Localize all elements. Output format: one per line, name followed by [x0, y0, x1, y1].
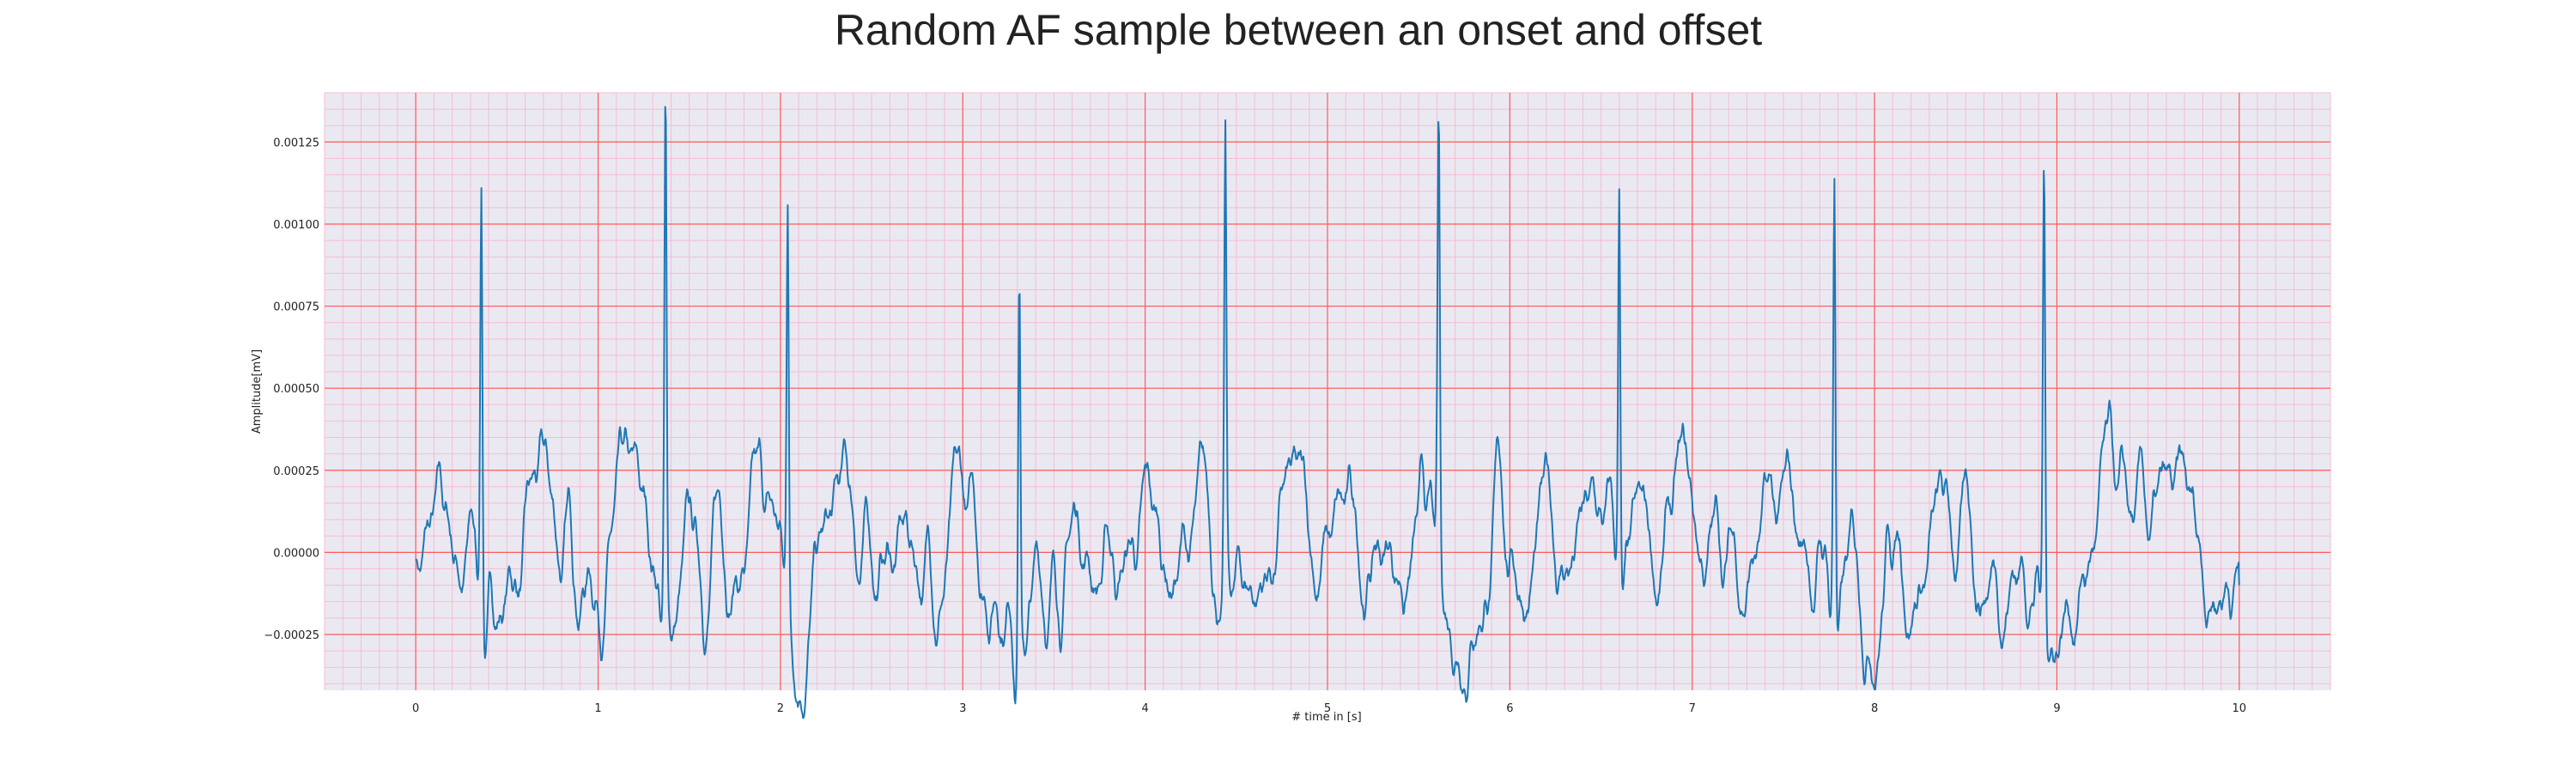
- ecg-series-line: [415, 106, 2240, 719]
- chart-title: Random AF sample between an onset and of…: [835, 6, 1762, 54]
- y-tick-labels: −0.00025 0.00000 0.00025 0.00050 0.00075 0.00…: [264, 137, 319, 642]
- x-tick-label: 1: [594, 702, 601, 715]
- x-tick-label: 3: [959, 702, 966, 715]
- major-grid: [325, 93, 2330, 690]
- y-tick-label: 0.00100: [273, 219, 319, 232]
- y-tick-label: 0.00125: [273, 137, 319, 149]
- series-layer: [415, 106, 2240, 719]
- x-tick-label: 5: [1324, 702, 1331, 715]
- y-tick-label: 0.00050: [273, 383, 319, 396]
- x-tick-label: 8: [1871, 702, 1878, 715]
- x-tick-label: 2: [777, 702, 784, 715]
- y-tick-label: 0.00075: [273, 301, 319, 314]
- x-tick-label: 6: [1506, 702, 1513, 715]
- y-tick-label: −0.00025: [264, 629, 319, 642]
- x-tick-label: 0: [412, 702, 419, 715]
- y-tick-label: 0.00025: [273, 465, 319, 478]
- y-axis-label: Amplitude[mV]: [251, 349, 264, 434]
- x-tick-label: 4: [1141, 702, 1148, 715]
- x-tick-label: 7: [1689, 702, 1696, 715]
- x-tick-labels: 0 1 2 3 4 5 6 7 8 9 10: [412, 702, 2246, 715]
- x-axis-label: # time in [s]: [1291, 711, 1361, 724]
- x-tick-label: 9: [2053, 702, 2060, 715]
- y-tick-label: 0.00000: [273, 547, 319, 560]
- x-tick-label: 10: [2233, 702, 2247, 715]
